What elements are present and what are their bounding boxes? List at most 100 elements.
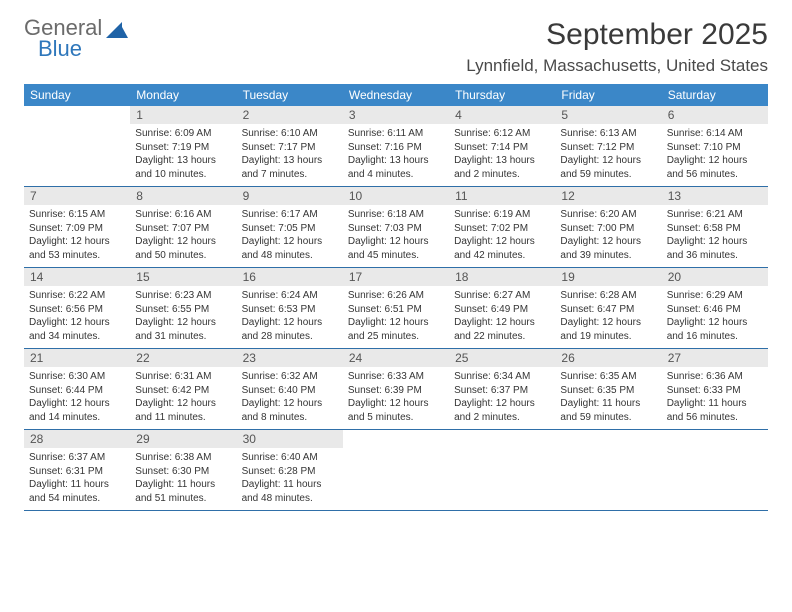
sunset-text: Sunset: 6:42 PM (135, 384, 231, 398)
sunset-text: Sunset: 7:05 PM (242, 222, 338, 236)
sunset-text: Sunset: 7:09 PM (29, 222, 125, 236)
sunset-text: Sunset: 7:19 PM (135, 141, 231, 155)
day-number: 23 (237, 349, 343, 367)
day-cell-empty (555, 430, 661, 510)
sunset-text: Sunset: 6:35 PM (560, 384, 656, 398)
daylight-text: Daylight: 12 hours and 22 minutes. (454, 316, 550, 343)
sunset-text: Sunset: 6:55 PM (135, 303, 231, 317)
daylight-text: Daylight: 13 hours and 4 minutes. (348, 154, 444, 181)
sunrise-text: Sunrise: 6:22 AM (29, 289, 125, 303)
day-cell: 23Sunrise: 6:32 AMSunset: 6:40 PMDayligh… (237, 349, 343, 429)
day-number: 4 (449, 106, 555, 124)
day-cell: 10Sunrise: 6:18 AMSunset: 7:03 PMDayligh… (343, 187, 449, 267)
day-body: Sunrise: 6:28 AMSunset: 6:47 PMDaylight:… (555, 286, 661, 348)
day-cell: 16Sunrise: 6:24 AMSunset: 6:53 PMDayligh… (237, 268, 343, 348)
sunset-text: Sunset: 6:51 PM (348, 303, 444, 317)
day-number: 11 (449, 187, 555, 205)
brand-logo: General Blue (24, 18, 128, 60)
daylight-text: Daylight: 11 hours and 59 minutes. (560, 397, 656, 424)
title-block: September 2025 Lynnfield, Massachusetts,… (466, 18, 768, 76)
dow-cell: Sunday (24, 84, 130, 106)
daylight-text: Daylight: 13 hours and 2 minutes. (454, 154, 550, 181)
daylight-text: Daylight: 12 hours and 25 minutes. (348, 316, 444, 343)
sunrise-text: Sunrise: 6:29 AM (667, 289, 763, 303)
day-number: 28 (24, 430, 130, 448)
sunset-text: Sunset: 7:14 PM (454, 141, 550, 155)
sunrise-text: Sunrise: 6:10 AM (242, 127, 338, 141)
day-body: Sunrise: 6:18 AMSunset: 7:03 PMDaylight:… (343, 205, 449, 267)
day-number: 19 (555, 268, 661, 286)
day-body: Sunrise: 6:12 AMSunset: 7:14 PMDaylight:… (449, 124, 555, 186)
brand-text: General Blue (24, 18, 102, 60)
day-cell: 27Sunrise: 6:36 AMSunset: 6:33 PMDayligh… (662, 349, 768, 429)
daylight-text: Daylight: 12 hours and 53 minutes. (29, 235, 125, 262)
daylight-text: Daylight: 12 hours and 8 minutes. (242, 397, 338, 424)
daylight-text: Daylight: 12 hours and 14 minutes. (29, 397, 125, 424)
day-body: Sunrise: 6:31 AMSunset: 6:42 PMDaylight:… (130, 367, 236, 429)
week-row: 14Sunrise: 6:22 AMSunset: 6:56 PMDayligh… (24, 268, 768, 349)
sunrise-text: Sunrise: 6:15 AM (29, 208, 125, 222)
day-cell: 17Sunrise: 6:26 AMSunset: 6:51 PMDayligh… (343, 268, 449, 348)
daylight-text: Daylight: 12 hours and 34 minutes. (29, 316, 125, 343)
sunset-text: Sunset: 7:16 PM (348, 141, 444, 155)
sunrise-text: Sunrise: 6:18 AM (348, 208, 444, 222)
day-number: 24 (343, 349, 449, 367)
day-cell: 22Sunrise: 6:31 AMSunset: 6:42 PMDayligh… (130, 349, 236, 429)
daylight-text: Daylight: 12 hours and 45 minutes. (348, 235, 444, 262)
sunset-text: Sunset: 6:37 PM (454, 384, 550, 398)
sunrise-text: Sunrise: 6:13 AM (560, 127, 656, 141)
sunset-text: Sunset: 6:47 PM (560, 303, 656, 317)
day-body: Sunrise: 6:15 AMSunset: 7:09 PMDaylight:… (24, 205, 130, 267)
day-number: 9 (237, 187, 343, 205)
day-body: Sunrise: 6:23 AMSunset: 6:55 PMDaylight:… (130, 286, 236, 348)
day-cell-empty (343, 430, 449, 510)
sunrise-text: Sunrise: 6:30 AM (29, 370, 125, 384)
brand-line2: Blue (38, 36, 82, 61)
day-cell: 13Sunrise: 6:21 AMSunset: 6:58 PMDayligh… (662, 187, 768, 267)
sunrise-text: Sunrise: 6:20 AM (560, 208, 656, 222)
day-cell: 14Sunrise: 6:22 AMSunset: 6:56 PMDayligh… (24, 268, 130, 348)
day-number: 1 (130, 106, 236, 124)
month-title: September 2025 (466, 18, 768, 52)
daylight-text: Daylight: 12 hours and 31 minutes. (135, 316, 231, 343)
day-cell: 21Sunrise: 6:30 AMSunset: 6:44 PMDayligh… (24, 349, 130, 429)
day-body: Sunrise: 6:27 AMSunset: 6:49 PMDaylight:… (449, 286, 555, 348)
daylight-text: Daylight: 12 hours and 50 minutes. (135, 235, 231, 262)
dow-cell: Tuesday (237, 84, 343, 106)
sunset-text: Sunset: 6:56 PM (29, 303, 125, 317)
day-number: 5 (555, 106, 661, 124)
calendar-page: General Blue September 2025 Lynnfield, M… (0, 0, 792, 511)
day-body: Sunrise: 6:20 AMSunset: 7:00 PMDaylight:… (555, 205, 661, 267)
weeks-container: 1Sunrise: 6:09 AMSunset: 7:19 PMDaylight… (24, 106, 768, 511)
day-cell: 25Sunrise: 6:34 AMSunset: 6:37 PMDayligh… (449, 349, 555, 429)
dow-cell: Saturday (662, 84, 768, 106)
sunrise-text: Sunrise: 6:23 AM (135, 289, 231, 303)
day-cell-empty (24, 106, 130, 186)
day-number: 16 (237, 268, 343, 286)
sunrise-text: Sunrise: 6:14 AM (667, 127, 763, 141)
day-body: Sunrise: 6:16 AMSunset: 7:07 PMDaylight:… (130, 205, 236, 267)
day-number: 22 (130, 349, 236, 367)
day-cell: 15Sunrise: 6:23 AMSunset: 6:55 PMDayligh… (130, 268, 236, 348)
day-body: Sunrise: 6:10 AMSunset: 7:17 PMDaylight:… (237, 124, 343, 186)
week-row: 28Sunrise: 6:37 AMSunset: 6:31 PMDayligh… (24, 430, 768, 511)
day-cell-empty (662, 430, 768, 510)
day-body: Sunrise: 6:32 AMSunset: 6:40 PMDaylight:… (237, 367, 343, 429)
sunrise-text: Sunrise: 6:28 AM (560, 289, 656, 303)
sunset-text: Sunset: 6:30 PM (135, 465, 231, 479)
day-cell: 19Sunrise: 6:28 AMSunset: 6:47 PMDayligh… (555, 268, 661, 348)
day-body: Sunrise: 6:11 AMSunset: 7:16 PMDaylight:… (343, 124, 449, 186)
sunrise-text: Sunrise: 6:26 AM (348, 289, 444, 303)
day-cell: 4Sunrise: 6:12 AMSunset: 7:14 PMDaylight… (449, 106, 555, 186)
sunrise-text: Sunrise: 6:31 AM (135, 370, 231, 384)
day-cell: 7Sunrise: 6:15 AMSunset: 7:09 PMDaylight… (24, 187, 130, 267)
sunrise-text: Sunrise: 6:40 AM (242, 451, 338, 465)
sunset-text: Sunset: 6:33 PM (667, 384, 763, 398)
daylight-text: Daylight: 12 hours and 48 minutes. (242, 235, 338, 262)
sunset-text: Sunset: 7:10 PM (667, 141, 763, 155)
page-header: General Blue September 2025 Lynnfield, M… (24, 18, 768, 76)
day-cell: 1Sunrise: 6:09 AMSunset: 7:19 PMDaylight… (130, 106, 236, 186)
sunset-text: Sunset: 7:12 PM (560, 141, 656, 155)
dow-cell: Monday (130, 84, 236, 106)
daylight-text: Daylight: 12 hours and 59 minutes. (560, 154, 656, 181)
